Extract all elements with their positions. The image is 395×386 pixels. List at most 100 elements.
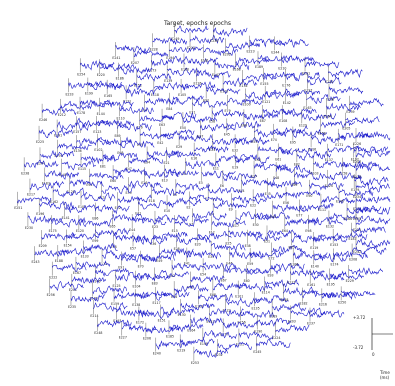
channel-label: E197 (304, 89, 312, 93)
channel-trace-E111: E111 (318, 194, 356, 212)
eeg-waveform (211, 219, 246, 228)
eeg-waveform (175, 182, 211, 191)
eeg-waveform (226, 120, 262, 131)
channel-trace-E194: E194 (166, 42, 204, 60)
eeg-waveform (196, 69, 231, 80)
channel-label: E28 (174, 247, 180, 251)
eeg-waveform (302, 289, 337, 299)
channel-trace-E236: E236 (210, 25, 248, 43)
channel-label: E235 (68, 305, 76, 309)
channel-trace-E3: E3 (199, 166, 236, 185)
channel-label: E255 (353, 217, 361, 221)
eeg-waveform (38, 129, 74, 138)
channel-trace-E178: E178 (77, 96, 115, 115)
channel-label: E141 (62, 216, 70, 220)
channel-trace-E59: E59 (247, 247, 285, 266)
channel-trace-E152: E152 (134, 69, 172, 87)
channel-trace-E70: E70 (138, 250, 175, 269)
eeg-waveform (102, 152, 138, 162)
eeg-waveform (328, 212, 364, 222)
channel-label: E105 (178, 93, 186, 97)
channel-trace-E4: E4 (210, 198, 248, 216)
channel-trace-E112: E112 (99, 248, 137, 266)
eeg-waveform (185, 160, 220, 169)
eeg-waveform (275, 324, 310, 333)
channel-label: E81 (100, 164, 106, 168)
channel-label: E66 (241, 123, 247, 127)
channel-label: E187 (348, 237, 356, 241)
channel-label: E97 (141, 109, 147, 113)
channel-trace-E134: E134 (239, 70, 277, 88)
channel-label: E125 (112, 284, 120, 288)
eeg-waveform (355, 130, 391, 141)
channel-trace-E86: E86 (92, 202, 130, 221)
channel-label: E241 (112, 56, 120, 60)
channel-label: E155 (260, 82, 268, 86)
channel-trace-E163: E163 (303, 92, 341, 110)
eeg-waveform (202, 329, 238, 340)
channel-trace-E129: E129 (299, 109, 337, 127)
channel-trace-E19: E19 (232, 151, 270, 170)
eeg-waveform (309, 309, 345, 318)
channel-label: E10 (164, 209, 170, 213)
channel-label: E171 (335, 143, 343, 147)
channel-trace-E122: E122 (223, 294, 260, 312)
channel-label: E15 (172, 229, 178, 233)
eeg-waveform (278, 146, 313, 156)
eeg-waveform (144, 168, 179, 179)
channel-trace-E212: E212 (58, 98, 96, 117)
channel-label: E238 (21, 171, 29, 175)
channel-label: E152 (134, 83, 142, 87)
channel-label: E134 (239, 84, 247, 88)
channel-label: E136 (74, 149, 82, 153)
channel-trace-E160: E160 (181, 53, 219, 72)
channel-label: E179 (351, 188, 359, 192)
eeg-waveform (333, 250, 368, 260)
eeg-waveform (328, 68, 363, 79)
eeg-waveform (64, 204, 99, 214)
eeg-waveform (291, 234, 326, 244)
channel-trace-E46: E46 (226, 247, 264, 265)
channel-trace-E184: E184 (324, 100, 361, 119)
eeg-waveform (292, 128, 328, 139)
channel-trace-E209: E209 (39, 230, 76, 248)
channel-trace-E165: E165 (104, 79, 142, 98)
channel-label: E115 (78, 167, 86, 171)
eeg-waveform (241, 177, 276, 187)
eeg-waveform (214, 61, 250, 71)
channel-trace-E80: E80 (244, 264, 281, 283)
channel-label: E164 (187, 329, 195, 333)
channel-label: E14 (238, 189, 244, 193)
channel-label: E160 (181, 68, 189, 72)
channel-trace-E202: E202 (223, 38, 260, 56)
channel-label: E16 (191, 157, 197, 161)
channel-label: E30 (253, 223, 259, 227)
channel-label: E131 (123, 99, 131, 103)
eeg-waveform (176, 236, 211, 246)
channel-label: E157 (73, 130, 81, 134)
channel-label: E118 (151, 93, 159, 97)
eeg-waveform (125, 87, 161, 98)
channel-trace-E131: E131 (123, 85, 161, 103)
channel-label: E87 (260, 119, 266, 123)
channel-trace-E32: E32 (232, 134, 270, 152)
channel-trace-E55: E55 (137, 128, 175, 147)
eeg-waveform (135, 273, 170, 282)
eeg-waveform (264, 279, 299, 288)
channel-trace-E7: E7 (189, 208, 227, 226)
channel-label: E207 (131, 61, 139, 65)
eeg-waveform (80, 155, 116, 165)
channel-label: E154 (64, 243, 72, 247)
channel-label: E13 (162, 179, 168, 183)
eeg-waveform (39, 149, 75, 160)
eeg-waveform (164, 168, 199, 178)
eeg-waveform (225, 297, 260, 307)
channel-label: E231 (302, 72, 310, 76)
eeg-waveform (27, 214, 63, 224)
eeg-waveform (193, 144, 229, 154)
channel-label: E172 (136, 321, 144, 325)
eeg-waveform (209, 308, 244, 318)
eeg-waveform (304, 60, 340, 69)
channel-label: E239 (346, 110, 354, 114)
eeg-waveform (329, 270, 364, 281)
